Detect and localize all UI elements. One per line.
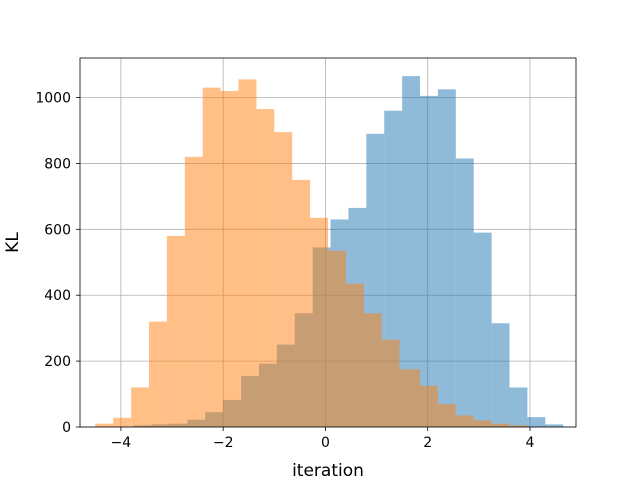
histogram-bar (113, 417, 132, 427)
histogram-bar (437, 89, 456, 428)
histogram-bar (238, 79, 257, 428)
histogram-bar (545, 424, 564, 427)
histogram-bar (420, 95, 438, 427)
x-tick-label: 0 (321, 435, 330, 451)
histogram-bar (455, 158, 474, 427)
y-tick-label: 200 (44, 354, 71, 370)
histogram-bar (202, 87, 221, 427)
histogram-bar (131, 387, 150, 427)
histogram-bar (184, 156, 203, 427)
histogram-bar (363, 313, 382, 427)
plot-frame (79, 57, 577, 428)
x-tick-label: −4 (111, 435, 132, 451)
y-tick-label: 400 (44, 288, 71, 304)
histogram-bar (328, 250, 346, 427)
histogram-bar (455, 415, 474, 427)
histogram-bar (292, 179, 311, 427)
histogram-bar (166, 235, 185, 427)
histogram-bar (310, 217, 328, 427)
y-axis-label: KL (3, 232, 23, 253)
x-tick-label: 4 (526, 435, 535, 451)
histogram-bar (473, 420, 492, 427)
histogram-bar (399, 369, 421, 427)
x-tick-label: 2 (423, 435, 432, 451)
y-tick-label: 0 (62, 420, 71, 436)
histogram-bar (491, 423, 510, 427)
histogram-bar (274, 132, 293, 428)
histogram-bar (345, 283, 364, 427)
axis-ticks: −4 −2 0 2 4 0 200 400 600 800 1000 (35, 91, 534, 451)
histogram-bar (509, 387, 528, 427)
histogram-series-2 (95, 79, 528, 428)
y-tick-label: 1000 (35, 91, 71, 107)
y-tick-label: 800 (44, 156, 71, 172)
histogram-bar (149, 321, 167, 427)
histogram-bar (509, 425, 528, 427)
histogram-bar (256, 109, 275, 428)
histogram-bars (95, 76, 564, 428)
histogram-bar (402, 76, 421, 427)
histogram-bar (381, 339, 400, 427)
histogram-bar (491, 323, 510, 427)
histogram-bar (220, 90, 239, 428)
x-axis-label: iteration (292, 461, 364, 480)
histogram-bar (473, 232, 492, 427)
histogram-bar (527, 417, 546, 427)
x-tick-label: −2 (213, 435, 234, 451)
y-tick-label: 600 (44, 222, 71, 238)
histogram-bar (420, 385, 438, 427)
histogram-bar (95, 423, 114, 427)
histogram-bar (437, 403, 456, 427)
